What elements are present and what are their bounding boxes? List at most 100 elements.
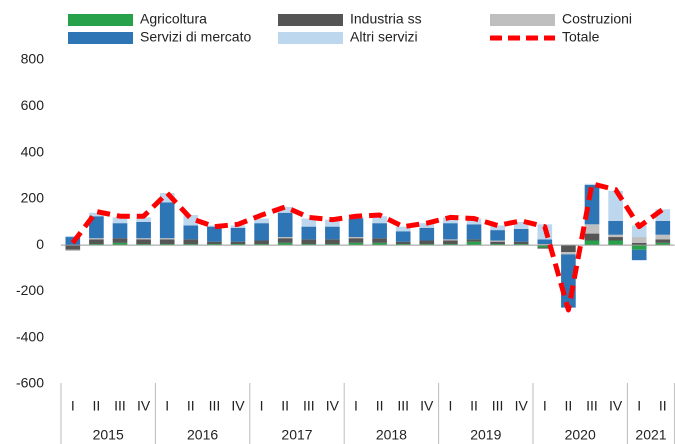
x-tick-label: III <box>303 398 315 414</box>
x-tick-label: IV <box>326 398 340 414</box>
bar-segment <box>183 215 199 226</box>
bar-segment <box>443 223 458 240</box>
legend-swatch <box>278 14 343 26</box>
bar-segment <box>537 247 553 249</box>
bar-segment <box>159 238 175 240</box>
legend-swatch <box>278 32 343 44</box>
year-label: 2015 <box>93 427 124 443</box>
bar-segment <box>183 243 199 246</box>
bar-segment <box>301 218 317 227</box>
bar-segment <box>631 245 647 250</box>
y-tick-label: 0 <box>36 236 44 252</box>
bar-segment <box>443 217 458 224</box>
bar-segment <box>89 239 104 244</box>
bar-segment <box>65 245 81 250</box>
bar-segment <box>395 226 411 232</box>
bar-segment <box>89 238 104 240</box>
bar-segment <box>112 242 128 246</box>
bar-segment <box>584 224 600 234</box>
y-tick-label: 800 <box>21 51 45 67</box>
bar-segment <box>561 245 576 253</box>
bar-segment <box>395 243 411 246</box>
y-tick-label: 400 <box>21 143 45 159</box>
bar-segment <box>325 219 340 227</box>
legend-label: Servizi di mercato <box>140 29 251 45</box>
bar-segment <box>183 239 199 244</box>
x-tick-label: I <box>71 398 75 414</box>
bar-segment <box>655 234 671 240</box>
bar-segment <box>348 218 364 238</box>
bar-segment <box>537 239 553 244</box>
x-tick-label: IV <box>137 398 151 414</box>
bar-segment <box>230 241 246 244</box>
x-tick-label: II <box>565 398 573 414</box>
bar-segment <box>655 209 671 221</box>
bar-segment <box>466 224 482 240</box>
bar-segment <box>89 216 104 239</box>
bar-segment <box>301 239 317 244</box>
bar-segment <box>277 237 293 239</box>
total-line <box>70 181 665 313</box>
bar-segment <box>631 249 647 261</box>
bar-segment <box>490 243 505 246</box>
x-tick-label: III <box>114 398 126 414</box>
x-tick-label: III <box>586 398 598 414</box>
bar-segment <box>277 212 293 238</box>
bar-segment <box>325 226 340 240</box>
bar-segment <box>277 242 293 246</box>
bar-segment <box>608 237 623 241</box>
y-tick-label: -600 <box>16 375 44 391</box>
bar-segment <box>136 243 151 246</box>
bar-segment <box>301 226 317 240</box>
bar-segment <box>254 223 269 241</box>
y-tick-label: 600 <box>21 97 45 113</box>
x-tick-label: I <box>637 398 641 414</box>
bar-segment <box>608 234 623 238</box>
bar-segment <box>419 227 435 241</box>
bar-segment <box>348 238 364 243</box>
x-tick-label: III <box>209 398 221 414</box>
bar-segment <box>372 216 387 224</box>
legend-label: Totale <box>562 29 600 45</box>
bar-segment <box>254 243 269 246</box>
bar-segment <box>89 243 104 246</box>
bar-segment <box>112 223 128 239</box>
bar-segment <box>490 241 505 244</box>
bar-segment <box>372 238 387 243</box>
bar-segment <box>207 241 222 244</box>
bar-segment <box>230 227 246 242</box>
x-tick-label: III <box>492 398 504 414</box>
bar-segment <box>395 231 411 242</box>
bar-segment <box>537 243 553 246</box>
bar-segment <box>348 242 364 246</box>
bar-segment <box>655 220 671 235</box>
bar-segment <box>443 243 458 246</box>
legend-label: Agricoltura <box>140 11 207 27</box>
legend-swatch <box>68 14 133 26</box>
bar-segment <box>112 238 128 243</box>
bar-segment <box>631 237 647 243</box>
bar-segment <box>372 223 387 239</box>
year-label: 2020 <box>565 427 596 443</box>
bar-segment <box>443 240 458 244</box>
x-tick-label: IV <box>609 398 623 414</box>
legend-label: Costruzioni <box>562 11 632 27</box>
x-tick-label: II <box>659 398 667 414</box>
bar-segment <box>136 239 151 244</box>
bar-segment <box>608 240 623 246</box>
bar-segment <box>443 239 458 241</box>
bar-segment <box>513 241 529 244</box>
bar-segment <box>490 230 505 241</box>
bar-segment <box>254 240 269 244</box>
bar-segment <box>419 243 435 246</box>
bar-segment <box>655 242 671 246</box>
bar-segment <box>584 233 600 241</box>
x-tick-label: II <box>376 398 384 414</box>
x-tick-label: III <box>397 398 409 414</box>
x-tick-label: II <box>187 398 195 414</box>
x-tick-label: IV <box>515 398 529 414</box>
bar-segment <box>655 239 671 243</box>
bar-segment <box>136 238 151 240</box>
